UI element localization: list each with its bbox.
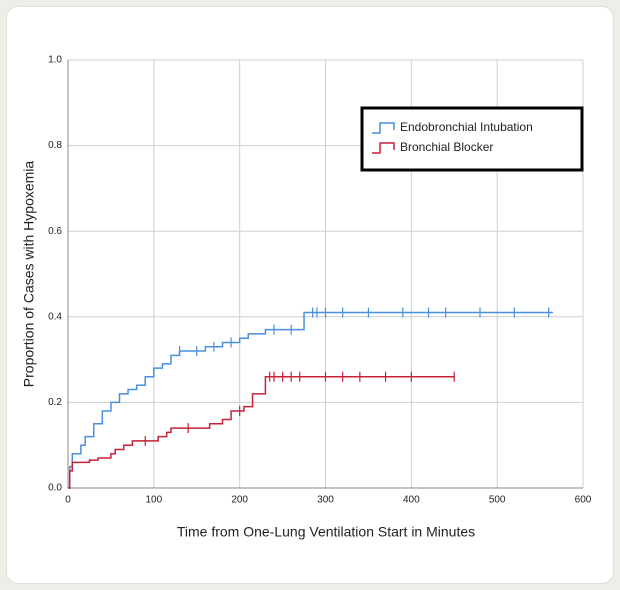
x-tick-label: 0 [65, 495, 71, 506]
y-tick-label: 0.2 [48, 397, 62, 408]
x-tick-label: 500 [489, 495, 506, 506]
y-tick-label: 0.6 [48, 226, 62, 237]
x-tick-label: 200 [231, 495, 248, 506]
step-line [68, 375, 455, 489]
x-axis-title: Time from One-Lung Ventilation Start in … [177, 524, 475, 540]
legend-swatch [372, 142, 395, 154]
x-tick-label: 100 [145, 495, 162, 506]
legend-label: Endobronchial Intubation [400, 120, 533, 134]
x-tick-label: 600 [575, 495, 592, 506]
y-tick-label: 0.4 [48, 311, 62, 322]
x-tick-label: 300 [317, 495, 334, 506]
legend-box [360, 106, 584, 172]
step-line [68, 311, 553, 489]
y-axis-title: Proportion of Cases with Hypoxemia [21, 161, 37, 388]
legend-label: Bronchial Blocker [400, 140, 493, 154]
y-tick-label: 0.8 [48, 140, 62, 151]
y-tick-label: 1.0 [48, 55, 62, 66]
x-tick-label: 400 [403, 495, 420, 506]
y-tick-label: 0.0 [48, 483, 62, 494]
legend-swatch [372, 122, 395, 134]
